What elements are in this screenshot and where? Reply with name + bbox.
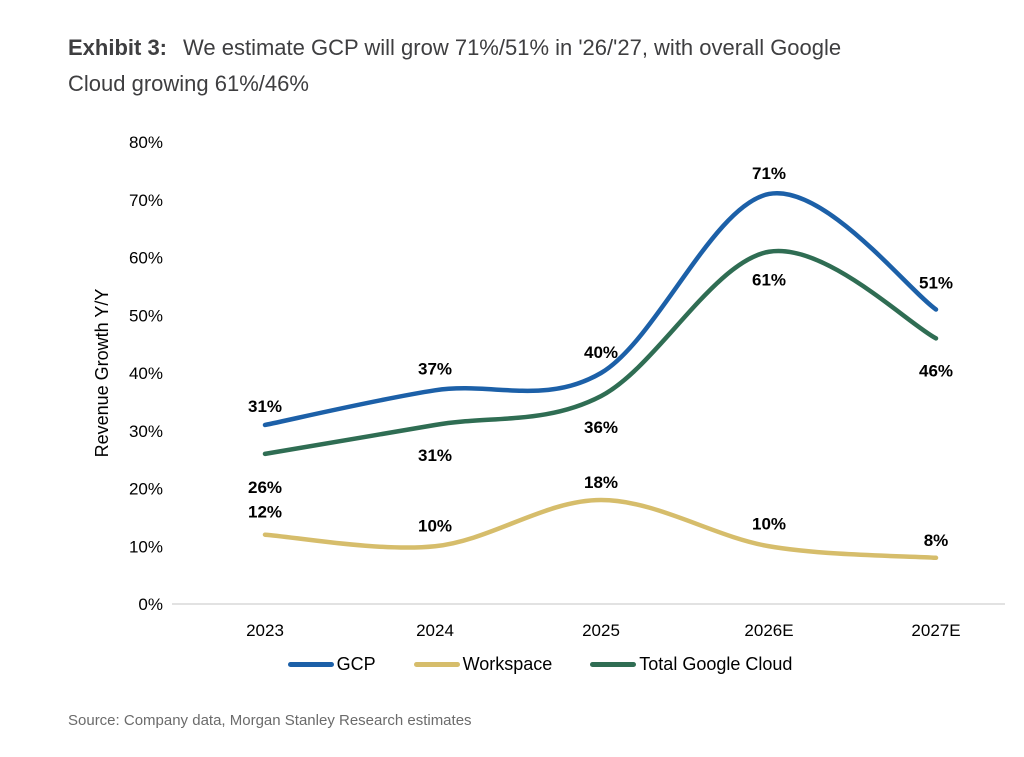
legend-label-total-google-cloud: Total Google Cloud bbox=[639, 653, 793, 674]
svg-text:2026E: 2026E bbox=[744, 621, 793, 640]
svg-text:31%: 31% bbox=[418, 446, 452, 465]
svg-text:30%: 30% bbox=[129, 422, 163, 441]
svg-text:51%: 51% bbox=[919, 273, 953, 292]
svg-text:2027E: 2027E bbox=[911, 621, 960, 640]
svg-text:0%: 0% bbox=[138, 595, 163, 614]
svg-text:12%: 12% bbox=[248, 503, 282, 522]
svg-text:36%: 36% bbox=[584, 418, 618, 437]
svg-text:18%: 18% bbox=[584, 473, 618, 492]
svg-text:46%: 46% bbox=[919, 361, 953, 380]
svg-text:50%: 50% bbox=[129, 306, 163, 325]
legend-item-gcp: GCP bbox=[287, 653, 376, 675]
svg-text:71%: 71% bbox=[752, 164, 786, 183]
svg-text:8%: 8% bbox=[924, 531, 949, 550]
exhibit-label: Exhibit 3: bbox=[68, 35, 168, 60]
chart-legend: GCP Workspace Total Google Cloud bbox=[70, 650, 1010, 678]
svg-text:26%: 26% bbox=[248, 478, 282, 497]
svg-text:61%: 61% bbox=[752, 271, 786, 290]
svg-text:10%: 10% bbox=[129, 537, 163, 556]
svg-text:10%: 10% bbox=[752, 514, 786, 533]
svg-text:60%: 60% bbox=[129, 249, 163, 268]
svg-text:37%: 37% bbox=[418, 359, 452, 378]
svg-text:40%: 40% bbox=[129, 364, 163, 383]
exhibit-title-line1: We estimate GCP will grow 71%/51% in '26… bbox=[183, 35, 842, 60]
svg-text:70%: 70% bbox=[129, 191, 163, 210]
legend-label-workspace: Workspace bbox=[462, 653, 553, 674]
svg-text:10%: 10% bbox=[418, 516, 452, 535]
legend-item-workspace: Workspace bbox=[413, 653, 553, 675]
exhibit-title-line2: Cloud growing 61%/46% bbox=[68, 71, 309, 96]
source-note: Source: Company data, Morgan Stanley Res… bbox=[68, 712, 472, 729]
legend-label-gcp: GCP bbox=[336, 653, 376, 674]
svg-text:40%: 40% bbox=[584, 343, 618, 362]
gcp-line-swatch-icon bbox=[287, 661, 334, 667]
svg-text:80%: 80% bbox=[129, 133, 163, 152]
svg-text:2025: 2025 bbox=[582, 621, 620, 640]
exhibit-title: Exhibit 3: We estimate GCP will grow 71%/… bbox=[68, 30, 998, 102]
svg-text:31%: 31% bbox=[248, 397, 282, 416]
legend-item-total-google-cloud: Total Google Cloud bbox=[590, 654, 792, 675]
svg-text:20%: 20% bbox=[129, 480, 163, 499]
workspace-line-swatch-icon bbox=[413, 661, 460, 667]
svg-text:2024: 2024 bbox=[416, 621, 454, 640]
svg-text:2023: 2023 bbox=[246, 621, 284, 640]
total-google-cloud-line-swatch-icon bbox=[590, 661, 637, 667]
